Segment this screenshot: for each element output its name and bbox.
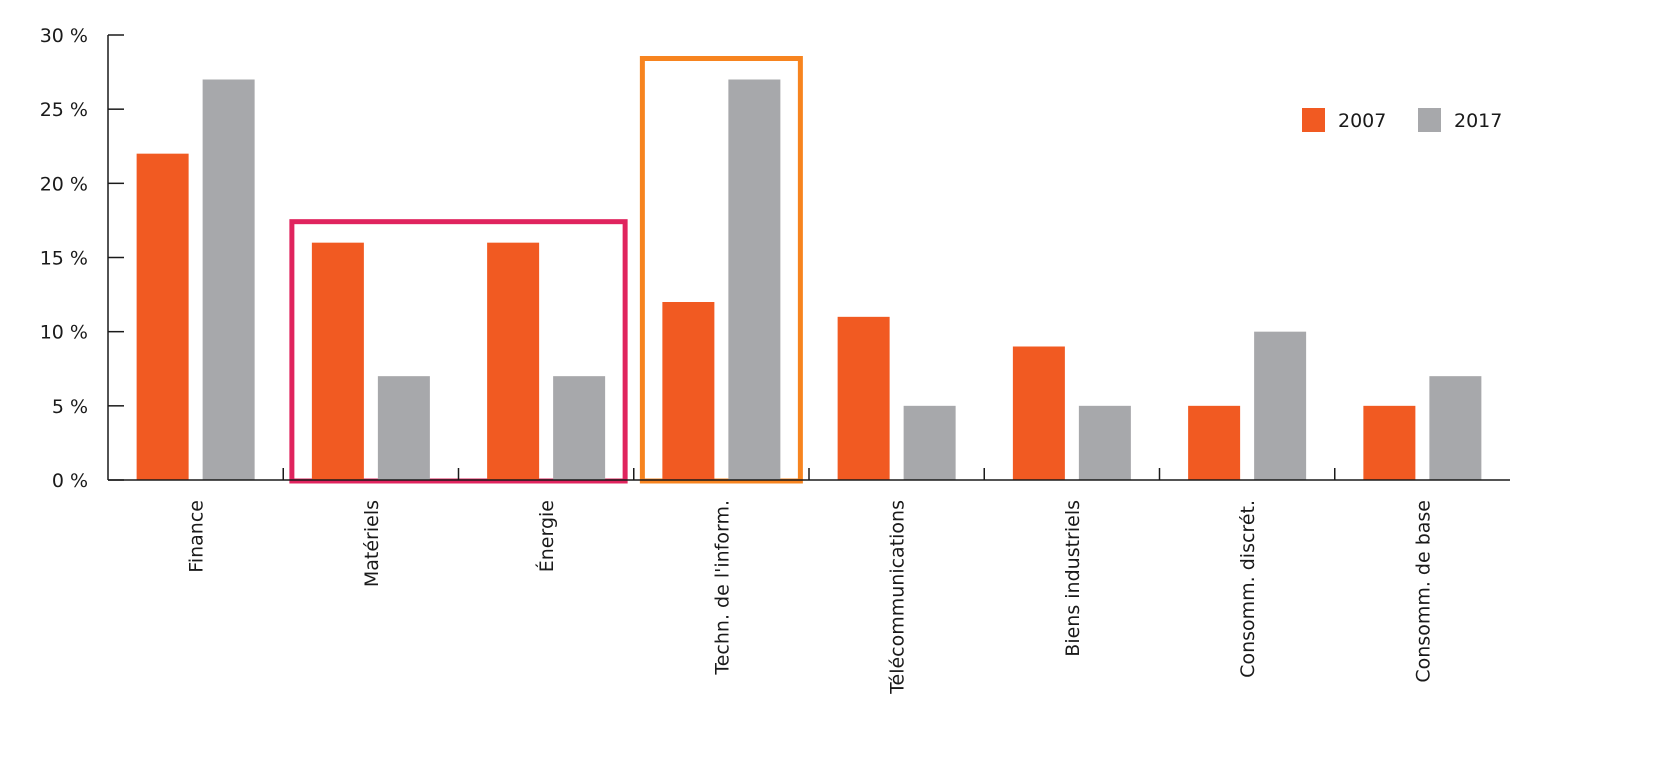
legend-swatch-2017	[1418, 108, 1441, 132]
bar-biens-industriels-2017	[1078, 405, 1131, 480]
bars-layer	[136, 79, 1482, 480]
bar-energie-2007	[487, 242, 540, 480]
bar-finance-2017	[202, 79, 255, 480]
bar-biens-industriels-2007	[1012, 346, 1065, 480]
highlight-layer	[289, 56, 803, 484]
bar-techn-de-l-inform-2017	[728, 79, 781, 480]
category-label-energie: Énergie	[535, 500, 558, 572]
y-tick-layer: 0 % 5 % 10 % 15 % 20 % 25 % 30 %	[40, 25, 124, 492]
y-tick-label: 20 %	[40, 173, 88, 195]
y-tick-label: 0 %	[52, 470, 88, 492]
bar-techn-de-l-inform-2007	[662, 302, 715, 480]
category-label-consomm-de-base: Consomm. de base	[1412, 500, 1434, 683]
legend-label-2007: 2007	[1338, 110, 1386, 132]
highlight-box-2	[639, 56, 803, 484]
category-label-materiels: Matériels	[361, 500, 383, 587]
bar-telecommunications-2007	[837, 316, 890, 480]
bar-consomm-de-base-2017	[1429, 376, 1482, 480]
y-tick-label: 30 %	[40, 25, 88, 47]
bar-finance-2007	[136, 153, 189, 480]
bar-telecommunications-2017	[903, 405, 956, 480]
highlight-box-1	[289, 219, 628, 484]
bar-materiels-2007	[311, 242, 364, 480]
bar-consomm-discret-2007	[1188, 405, 1241, 480]
bar-materiels-2017	[377, 376, 430, 480]
y-tick-label: 5 %	[52, 396, 88, 418]
bar-consomm-discret-2017	[1254, 331, 1307, 480]
bar-consomm-de-base-2007	[1363, 405, 1416, 480]
y-tick-label: 10 %	[40, 322, 88, 344]
legend-swatch-2007	[1302, 108, 1325, 132]
category-label-telecommunications: Télécommunications	[887, 500, 909, 695]
x-label-layer: Finance Matériels Énergie Techn. de l'infor…	[186, 500, 1435, 695]
y-tick-label: 15 %	[40, 248, 88, 270]
category-label-techn-de-l-inform: Techn. de l'inform.	[711, 500, 733, 676]
category-label-finance: Finance	[186, 500, 208, 573]
bar-energie-2017	[553, 376, 606, 480]
y-tick-label: 25 %	[40, 99, 88, 121]
category-label-biens-industriels: Biens industriels	[1062, 500, 1084, 657]
category-label-consomm-discret: Consomm. discrét.	[1237, 500, 1259, 678]
legend-label-2017: 2017	[1454, 110, 1502, 132]
legend: 2007 2017	[1302, 108, 1502, 132]
